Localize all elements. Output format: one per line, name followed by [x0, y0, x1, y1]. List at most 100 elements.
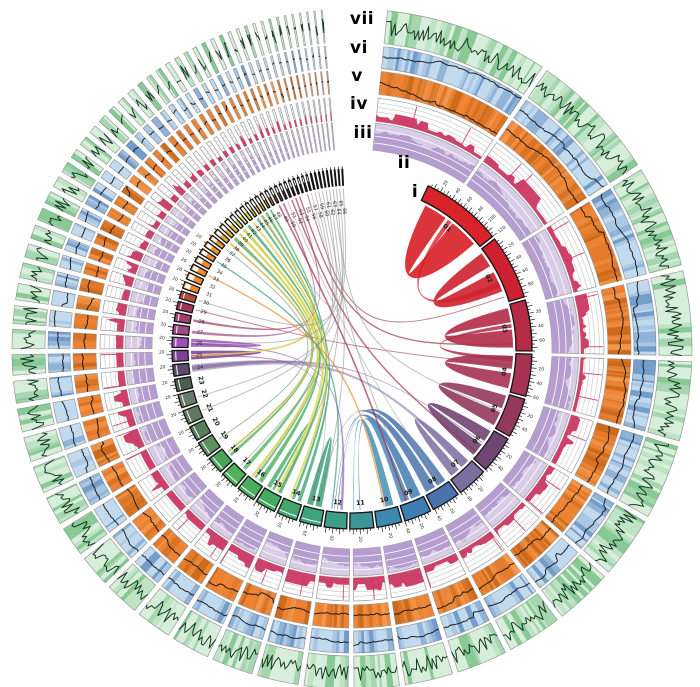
track-v-seg-28 — [73, 312, 99, 331]
track-label-iv: iv — [350, 94, 368, 114]
chromosome-band-02 — [481, 238, 525, 303]
svg-text:53: 53 — [297, 209, 305, 217]
svg-text:65: 65 — [337, 200, 343, 207]
track-vi-seg-61 — [290, 50, 298, 74]
ticks-58 — [309, 170, 312, 174]
chromosome-band-14 — [276, 497, 303, 521]
track-vii-seg-19 — [83, 537, 130, 584]
track-vi-seg-17 — [161, 568, 201, 606]
svg-text:20: 20 — [442, 179, 450, 187]
track-vii-seg-05 — [647, 360, 693, 442]
chromosome-band-30 — [178, 290, 198, 304]
track-iv-seg-15 — [248, 557, 285, 591]
track-iii-seg-08 — [475, 482, 522, 528]
link-52-06 — [291, 199, 477, 453]
track-iv-seg-66 — [328, 97, 333, 122]
track-v-seg-23 — [82, 415, 111, 442]
track-iv-seg-43 — [185, 155, 205, 178]
track-vi-seg-25 — [49, 375, 75, 398]
chromosome-band-22 — [177, 389, 198, 409]
track-v-seg-04 — [600, 284, 632, 355]
track-iii-seg-39 — [176, 199, 202, 223]
track-v-seg-35 — [106, 207, 132, 227]
track-vii-seg-47 — [164, 61, 188, 93]
track-iii-seg-10 — [414, 527, 455, 566]
svg-text:51: 51 — [289, 211, 297, 219]
track-iv-seg-39 — [157, 183, 180, 204]
track-vii-seg-39 — [89, 125, 121, 154]
track-vii-seg-20 — [62, 510, 108, 555]
svg-text:40: 40 — [435, 514, 443, 522]
track-iv-seg-28 — [100, 316, 126, 333]
svg-text:44: 44 — [258, 221, 266, 229]
track-iv-seg-12 — [352, 575, 388, 602]
track-iv-seg-13 — [315, 575, 350, 602]
track-vii-seg-54 — [227, 31, 243, 64]
svg-text:10: 10 — [379, 496, 390, 505]
track-iii-seg-23 — [132, 400, 164, 425]
link-63-05 — [332, 189, 501, 412]
track-vii-seg-29 — [15, 282, 52, 305]
track-iv-seg-26 — [99, 352, 125, 369]
track-iii-seg-16 — [232, 518, 268, 555]
track-iii-seg-06 — [525, 405, 570, 462]
track-iii-seg-48 — [232, 153, 251, 179]
ticks-57 — [305, 171, 307, 175]
ticks-23 — [170, 381, 177, 390]
ticks-33 — [189, 264, 193, 267]
track-vii-seg-21 — [46, 483, 90, 525]
svg-text:20: 20 — [162, 380, 169, 387]
ticks-21 — [177, 411, 188, 423]
svg-text:41: 41 — [245, 232, 254, 241]
ticks-15 — [253, 501, 272, 514]
track-iv-seg-50 — [233, 124, 248, 148]
track-iii-seg-62 — [311, 124, 318, 153]
link-13-13 — [306, 437, 332, 508]
track-vi-seg-26 — [47, 353, 72, 373]
ticks-09 — [404, 512, 430, 527]
ticks-56 — [301, 173, 303, 177]
track-v-seg-50 — [220, 100, 236, 124]
track-v-seg-41 — [152, 149, 174, 171]
svg-text:60: 60 — [522, 267, 530, 275]
track-label-vii: vii — [349, 9, 375, 29]
svg-text:100: 100 — [487, 213, 497, 223]
ticks-40 — [224, 216, 228, 220]
track-vii-seg-07 — [583, 504, 646, 573]
ticks-17 — [220, 474, 234, 487]
ticks-52 — [283, 179, 285, 183]
link-59-15 — [278, 191, 339, 493]
track-vii-seg-08 — [541, 554, 606, 617]
track-v-seg-54 — [249, 87, 261, 112]
chromosome-band-26 — [171, 336, 190, 349]
svg-text:20: 20 — [168, 285, 175, 293]
ticks-60 — [317, 169, 320, 173]
track-iii-seg-58 — [290, 129, 300, 157]
ticks-61 — [322, 168, 324, 172]
track-iv-seg-38 — [150, 191, 174, 212]
ticks-51 — [278, 181, 281, 185]
track-vi-seg-14 — [267, 619, 308, 650]
svg-text:22: 22 — [200, 389, 209, 399]
track-vii-seg-44 — [137, 81, 163, 112]
track-v-seg-13 — [312, 602, 350, 629]
svg-text:20: 20 — [178, 429, 186, 437]
track-vii-seg-35 — [52, 176, 88, 203]
svg-text:06: 06 — [472, 434, 483, 445]
track-iv-seg-05 — [572, 357, 605, 418]
track-v-seg-14 — [274, 594, 312, 625]
svg-text:23: 23 — [196, 375, 205, 385]
link-26-12 — [190, 342, 345, 510]
track-iii-seg-13 — [319, 546, 351, 577]
track-iii-seg-46 — [220, 161, 240, 187]
track-v-seg-60 — [289, 76, 297, 100]
svg-text:40: 40 — [538, 323, 544, 330]
track-iii-seg-17 — [209, 504, 245, 541]
svg-text:01: 01 — [441, 223, 452, 234]
link-51-08 — [287, 201, 441, 484]
link-28-53 — [193, 197, 321, 331]
track-vi-seg-34 — [77, 207, 103, 229]
svg-text:20: 20 — [448, 507, 456, 515]
track-v-seg-32 — [87, 246, 115, 266]
track-iv-seg-09 — [458, 531, 505, 573]
